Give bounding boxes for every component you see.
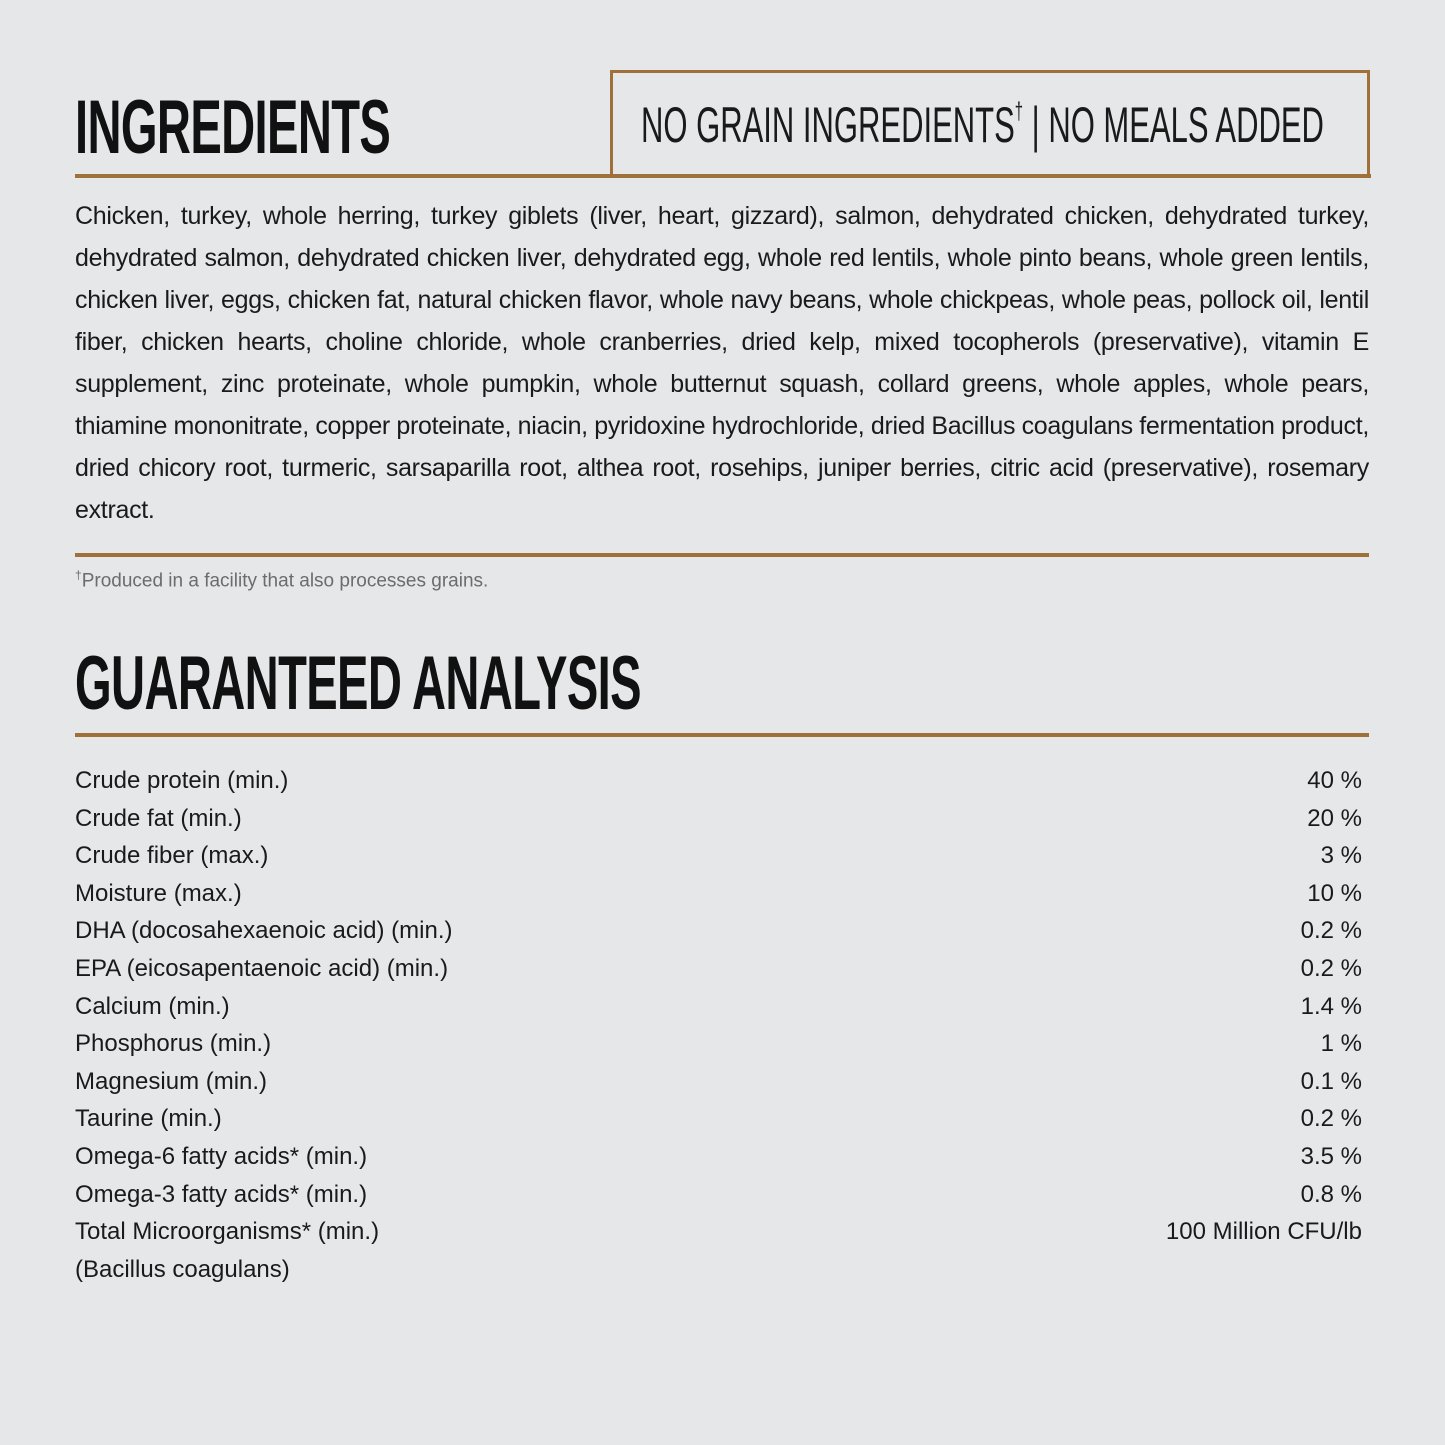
analysis-row: Omega-6 fatty acids* (min.) 3.5 % [75, 1138, 1362, 1176]
nutrient-label: (Bacillus coagulans) [75, 1255, 290, 1283]
analysis-row: Magnesium (min.) 0.1 % [75, 1063, 1362, 1101]
analysis-row: Moisture (max.) 10 % [75, 875, 1362, 913]
nutrient-label: Phosphorus (min.) [75, 1030, 272, 1058]
nutrient-value: 0.1 % [1300, 1067, 1362, 1095]
badge-text: NO GRAIN INGREDIENTS [641, 97, 1015, 153]
nutrient-label: Crude fiber (max.) [75, 842, 269, 870]
analysis-row: Total Microorganisms* (min.) 100 Million … [75, 1213, 1362, 1251]
analysis-row: Omega-3 fatty acids* (min.) 0.8 % [75, 1176, 1362, 1214]
analysis-row: Calcium (min.) 1.4 % [75, 988, 1362, 1026]
nutrient-label: Crude protein (min.) [75, 767, 289, 794]
ingredients-bottom-rule [75, 553, 1369, 557]
nutrient-label: Taurine (min.) [75, 1105, 222, 1133]
nutrient-label: DHA (docosahexaenoic acid) (min.) [75, 917, 453, 945]
ingredients-list: Chicken, turkey, whole herring, turkey g… [75, 202, 1369, 524]
analysis-title: GUARANTEED ANALYSIS [75, 641, 642, 726]
nutrient-label: Total Microorganisms* (min.) [75, 1218, 380, 1246]
footnote: †Produced in a facility that also proces… [75, 568, 489, 592]
nutrient-value: 10 % [1307, 879, 1362, 907]
analysis-row: Taurine (min.) 0.2 % [75, 1100, 1362, 1138]
badge-bottom-rule [610, 174, 1371, 178]
nutrient-label: Omega-3 fatty acids* (min.) [75, 1180, 368, 1208]
nutrient-value: 100 Million CFU/lb [1165, 1218, 1362, 1246]
badge-text-rest: | NO MEALS ADDED [1023, 97, 1324, 153]
nutrient-value: 0.8 % [1300, 1180, 1362, 1208]
nutrient-value: 0.2 % [1300, 1105, 1362, 1133]
nutrient-value: 1.4 % [1300, 992, 1362, 1020]
analysis-table: Crude protein (min.) 40 % Crude fat (min.)… [75, 762, 1362, 1288]
nutrient-value: 0.2 % [1300, 954, 1362, 982]
nutrient-value: 0.2 % [1300, 917, 1362, 945]
nutrient-value: 1 % [1320, 1030, 1362, 1058]
analysis-row: Crude protein (min.) 40 % [75, 762, 1362, 800]
nutrient-value: 40 % [1307, 767, 1362, 794]
analysis-row: Phosphorus (min.) 1 % [75, 1025, 1362, 1063]
nutrient-label: Crude fat (min.) [75, 804, 242, 832]
analysis-row: (Bacillus coagulans) [75, 1251, 1362, 1289]
analysis-row: EPA (eicosapentaenoic acid) (min.) 0.2 % [75, 950, 1362, 988]
analysis-row: DHA (docosahexaenoic acid) (min.) 0.2 % [75, 912, 1362, 950]
ingredients-title: INGREDIENTS [75, 85, 391, 170]
nutrient-value: 3.5 % [1300, 1142, 1362, 1170]
ingredients-title-rule [75, 174, 613, 178]
nutrient-value: 20 % [1307, 804, 1362, 832]
analysis-rule [75, 733, 1369, 737]
analysis-row: Crude fiber (max.) 3 % [75, 837, 1362, 875]
nutrient-label: EPA (eicosapentaenoic acid) (min.) [75, 954, 449, 982]
nutrient-label: Magnesium (min.) [75, 1067, 268, 1095]
nutrient-label: Moisture (max.) [75, 879, 242, 907]
nutrient-label: Calcium (min.) [75, 992, 230, 1020]
no-grain-badge: NO GRAIN INGREDIENTS† | NO MEALS ADDED [610, 70, 1370, 176]
analysis-row: Crude fat (min.) 20 % [75, 800, 1362, 838]
nutrient-label: Omega-6 fatty acids* (min.) [75, 1142, 368, 1170]
nutrient-value: 3 % [1320, 842, 1362, 870]
